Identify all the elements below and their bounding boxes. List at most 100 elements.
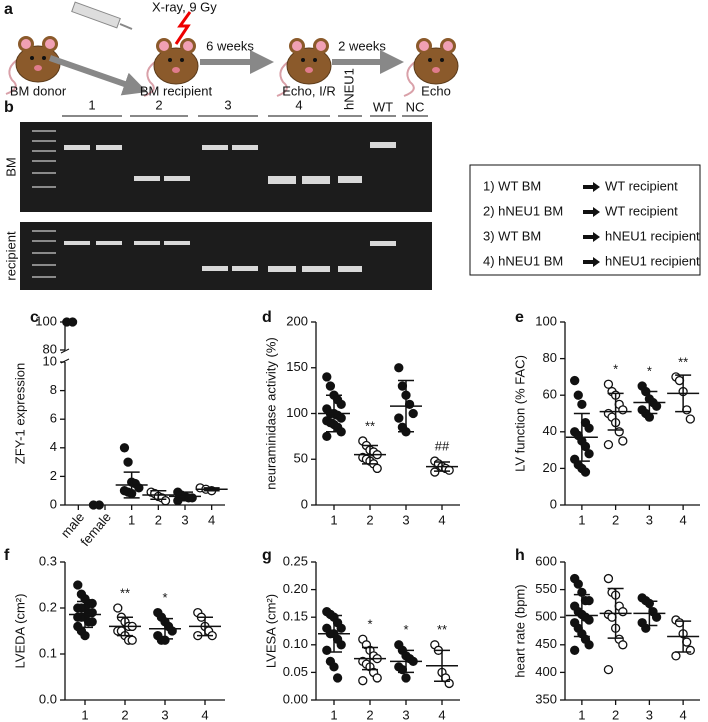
data-point — [577, 399, 587, 410]
significance: * — [367, 617, 372, 632]
y-tick-label: 0.3 — [39, 553, 57, 568]
data-point — [73, 580, 83, 590]
data-point — [685, 414, 695, 424]
data-point — [80, 630, 90, 641]
data-point — [358, 676, 368, 686]
data-point — [332, 673, 343, 683]
error-bar — [150, 489, 167, 501]
y-tick-label: 0.00 — [283, 691, 308, 706]
x-tick-label: 4 — [208, 512, 215, 527]
data-point — [682, 637, 692, 647]
y-tick-label: 100 — [35, 313, 57, 328]
y-axis-label: LV function (% FAC) — [512, 355, 527, 472]
lane-label: 4 — [295, 97, 302, 112]
data-point — [573, 579, 583, 589]
error-bar — [362, 646, 378, 671]
data-point — [570, 645, 580, 655]
data-point — [614, 427, 624, 437]
y-tick-label: 0.20 — [283, 581, 308, 596]
y-tick-label: 600 — [535, 553, 557, 568]
data-point — [408, 408, 418, 419]
stage: Echo, I/R — [282, 83, 335, 98]
y-tick-label: 550 — [535, 581, 557, 596]
data-point — [94, 500, 104, 510]
y-tick-label: 0.10 — [283, 636, 308, 651]
step: 6 weeks — [206, 38, 254, 53]
error-bar — [157, 617, 173, 640]
stage: Echo — [421, 83, 451, 98]
data-point — [607, 612, 617, 622]
data-point — [336, 623, 346, 633]
data-point — [584, 449, 594, 459]
data-point — [322, 372, 332, 382]
data-point — [67, 317, 78, 327]
data-point — [603, 573, 614, 584]
data-point — [584, 423, 594, 433]
y-tick-label: 2 — [50, 468, 57, 483]
data-point — [322, 431, 332, 442]
x-tick-label: 1 — [128, 512, 135, 527]
legend-text: WT recipient — [605, 178, 678, 193]
data-point — [584, 640, 594, 650]
y-tick-label: 0.05 — [283, 664, 308, 679]
error-bar — [117, 616, 133, 637]
legend-text: hNEU1 recipient — [605, 253, 700, 268]
data-point — [160, 496, 171, 506]
legend-text: 2) hNEU1 BM — [483, 203, 563, 218]
y-tick-label: 350 — [535, 691, 557, 706]
x-tick-label: 3 — [646, 512, 653, 527]
data-point — [651, 401, 662, 411]
dose: X-ray, 9 Gy — [152, 0, 217, 14]
stage: BM recipient — [140, 83, 213, 98]
panel-letter: d — [262, 309, 272, 326]
error-bar — [641, 600, 658, 627]
significance: * — [613, 362, 618, 377]
data-point — [618, 640, 628, 650]
error-bar — [362, 444, 378, 465]
panel-letter: f — [4, 547, 10, 564]
row-label: BM — [3, 157, 18, 177]
error-bar — [573, 593, 590, 638]
y-tick-label: 0.25 — [283, 553, 308, 568]
significance: ** — [365, 418, 375, 433]
legend-text: 4) hNEU1 BM — [483, 253, 563, 268]
data-point — [404, 399, 415, 410]
y-axis-label: ZFY-1 expression — [12, 363, 27, 464]
y-tick-label: 40 — [543, 423, 557, 438]
error-bar — [326, 394, 342, 433]
x-tick-label: 1 — [330, 512, 337, 527]
data-point — [580, 467, 591, 477]
error-bar — [203, 487, 220, 492]
legend-text: hNEU1 recipient — [605, 228, 700, 243]
data-point — [603, 664, 614, 675]
syringe — [71, 1, 133, 30]
data-point — [641, 623, 651, 633]
gel — [20, 122, 432, 290]
x-tick-label: 3 — [181, 512, 188, 527]
data-point — [336, 399, 346, 410]
x-tick-label: 2 — [121, 707, 128, 722]
data-point — [325, 381, 336, 391]
data-point — [372, 463, 382, 474]
x-tick-label: 3 — [402, 512, 409, 527]
y-tick-label: 80 — [543, 350, 557, 365]
significance: ## — [435, 439, 450, 454]
data-point — [651, 612, 662, 622]
stage: BM donor — [10, 83, 67, 98]
data-point — [573, 390, 583, 400]
x-tick-label: 4 — [438, 512, 445, 527]
panel-letter: e — [515, 309, 524, 326]
y-tick-label: 20 — [543, 460, 557, 475]
data-point — [394, 363, 404, 373]
error-bar — [123, 471, 140, 499]
legend-text: 3) WT BM — [483, 228, 541, 243]
significance: * — [162, 590, 167, 605]
error-bar — [434, 461, 450, 472]
significance: ** — [678, 354, 688, 369]
y-tick-label: 0.1 — [39, 645, 57, 660]
lane-label: WT — [373, 99, 393, 114]
lane-label: NC — [406, 99, 425, 114]
y-axis-label: heart rate (bpm) — [512, 584, 527, 677]
y-tick-label: 0.15 — [283, 609, 308, 624]
x-tick-label: 3 — [646, 707, 653, 722]
